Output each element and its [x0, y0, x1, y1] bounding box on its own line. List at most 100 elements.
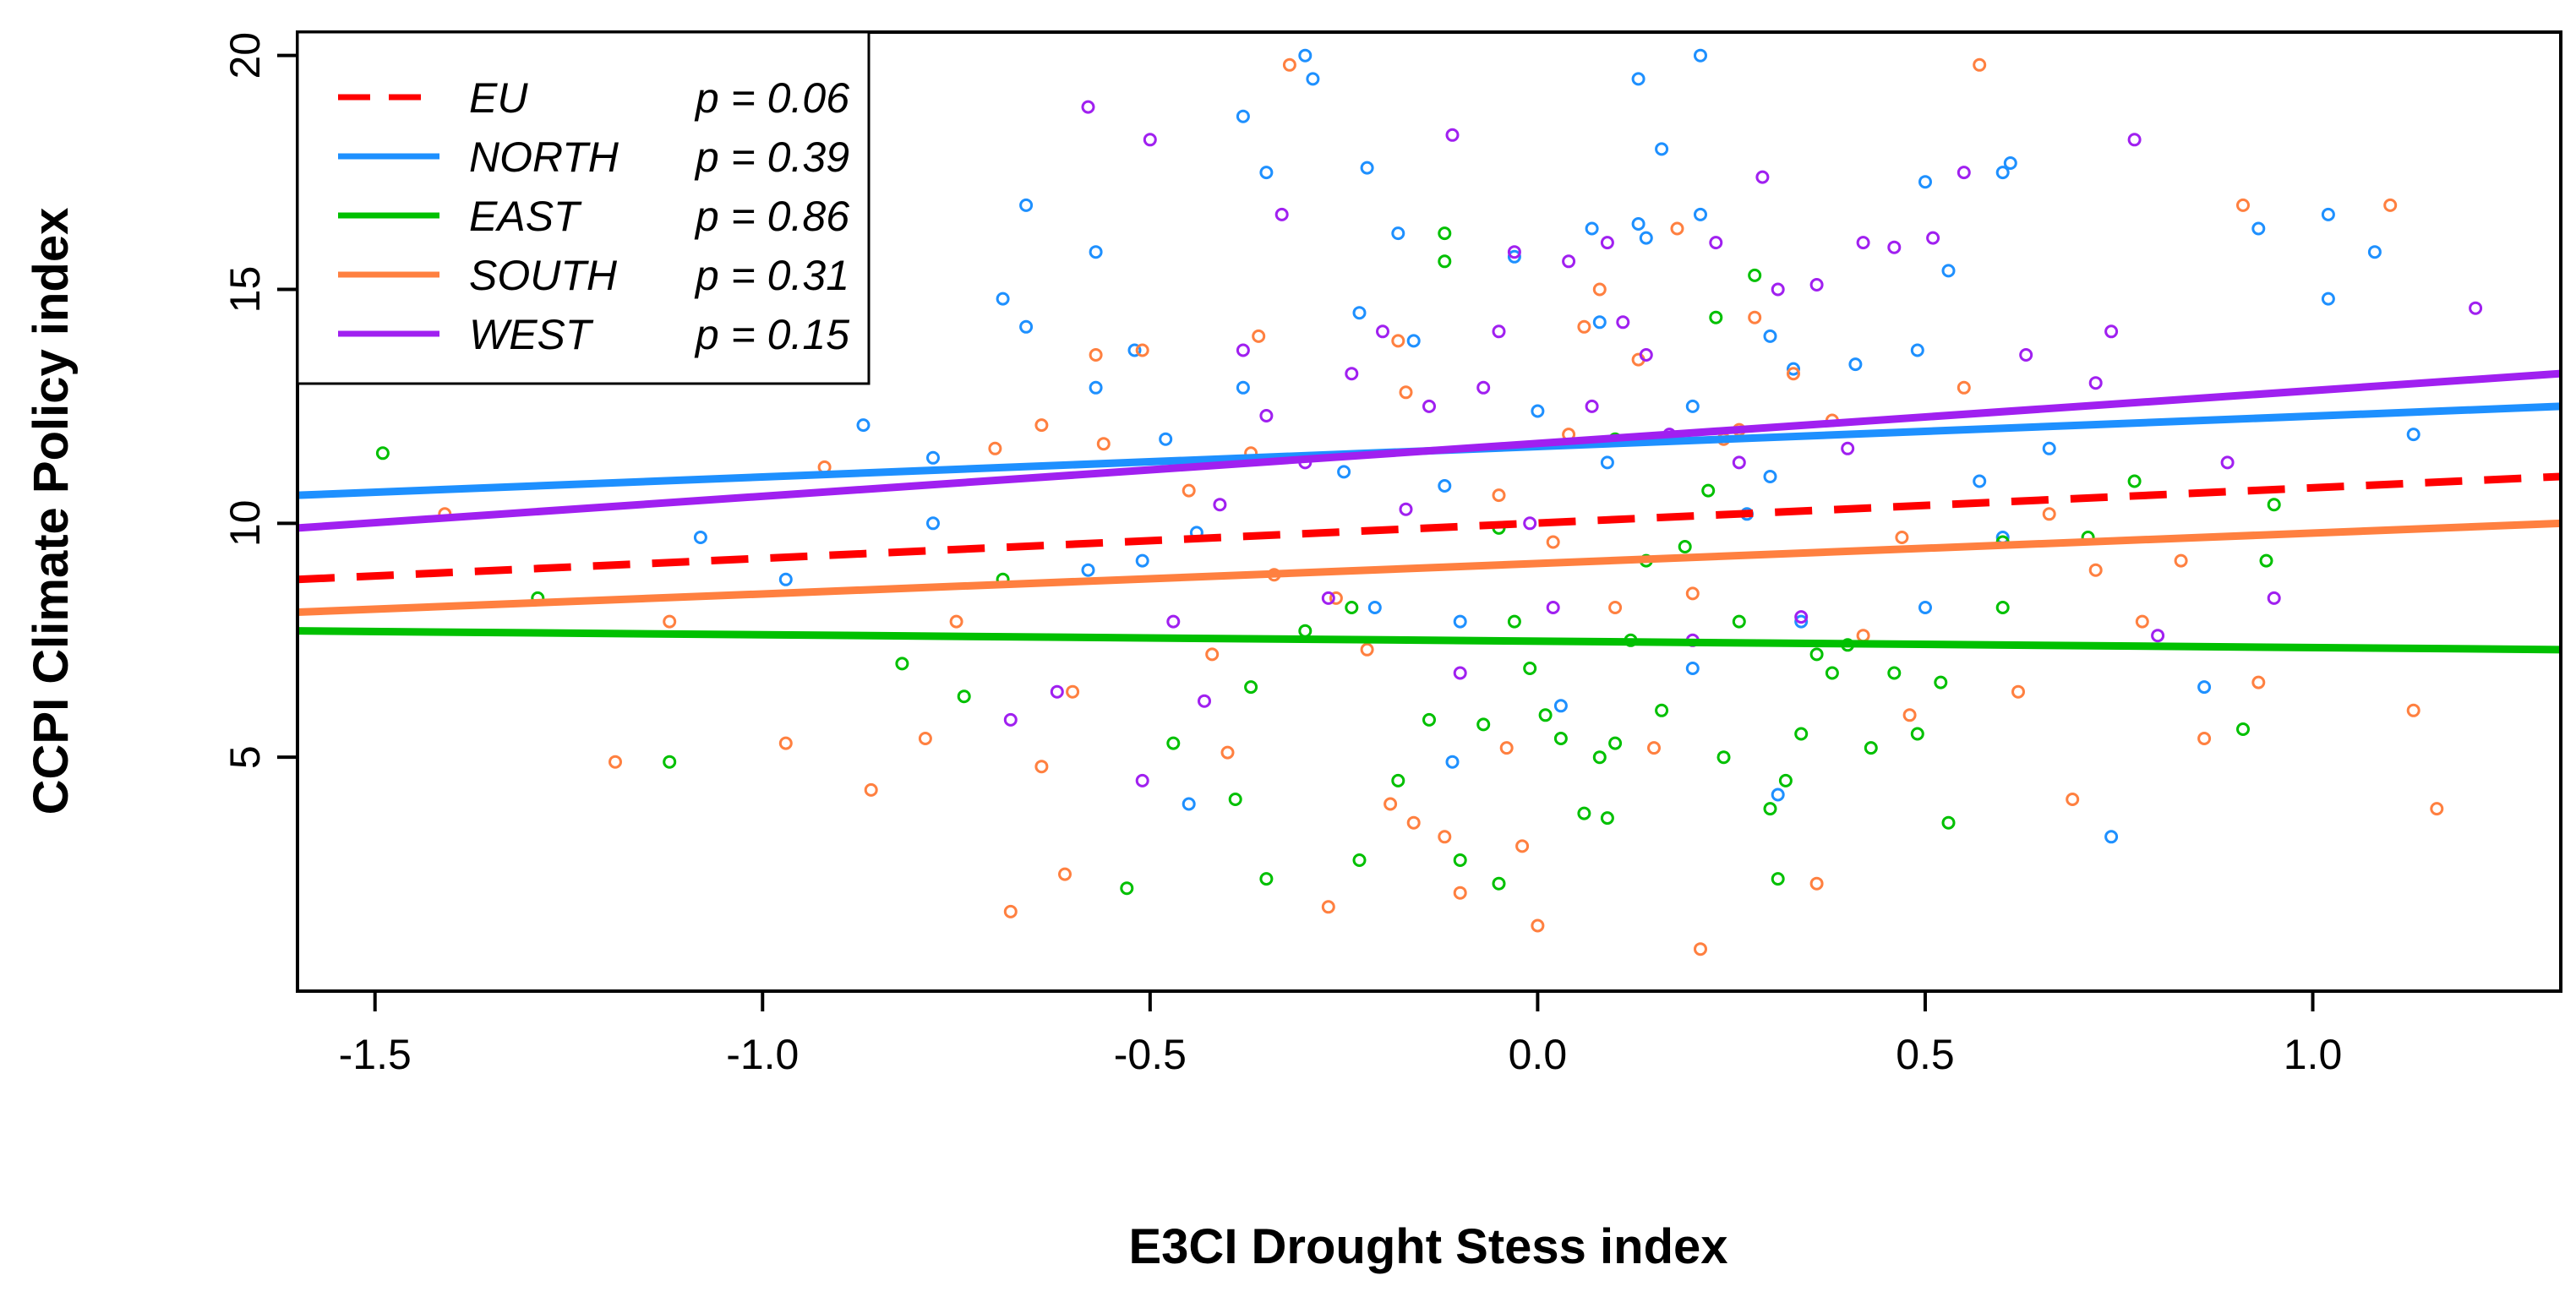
point-east — [1259, 872, 1274, 886]
point-east — [1771, 872, 1785, 886]
point-west — [1794, 610, 1809, 624]
point-north — [1089, 245, 1103, 259]
point-north — [1631, 72, 1645, 86]
point-west — [2127, 133, 2142, 147]
point-east — [895, 657, 909, 671]
point-south — [1220, 745, 1235, 760]
point-east — [1438, 254, 1452, 269]
point-south — [1531, 918, 1545, 933]
point-north — [1089, 380, 1103, 395]
point-east — [1716, 750, 1731, 765]
point-south — [1096, 437, 1111, 451]
point-west — [2019, 348, 2033, 362]
point-west — [1166, 614, 1181, 629]
point-west — [1639, 348, 1653, 362]
point-south — [2236, 198, 2250, 212]
point-south — [1809, 876, 1824, 891]
point-south — [1182, 483, 1196, 498]
point-west — [1259, 409, 1274, 422]
point-south — [2135, 614, 2149, 629]
point-east — [1592, 750, 1607, 765]
legend-label-east: EAST — [469, 193, 582, 240]
point-north — [2321, 292, 2335, 306]
point-north — [856, 418, 870, 433]
point-north — [1600, 455, 1614, 470]
point-east — [1995, 601, 2010, 614]
point-west — [2220, 455, 2235, 470]
point-west — [1887, 240, 1902, 254]
point-west — [1399, 502, 1413, 516]
point-east — [1825, 666, 1839, 680]
point-west — [1376, 324, 1389, 339]
point-west — [1198, 694, 1211, 708]
point-east — [1120, 881, 1134, 896]
point-north — [2042, 441, 2056, 455]
point-east — [1228, 793, 1242, 806]
point-east — [1778, 773, 1793, 787]
point-west — [1755, 170, 1770, 184]
point-north — [1771, 787, 1785, 802]
point-east — [375, 446, 390, 460]
point-south — [2383, 198, 2398, 212]
x-tick-label: 1.0 — [2284, 1031, 2343, 1078]
legend-box — [296, 30, 870, 385]
point-east — [1438, 226, 1452, 241]
point-east — [1166, 736, 1181, 750]
point-west — [1771, 282, 1785, 297]
point-north — [1337, 465, 1351, 479]
point-north — [1352, 306, 1367, 320]
point-north — [1259, 166, 1274, 180]
point-south — [949, 614, 963, 629]
point-west — [1841, 441, 1855, 455]
point-south — [1391, 334, 1405, 348]
point-north — [1135, 553, 1149, 568]
point-south — [2197, 732, 2212, 745]
point-north — [2406, 428, 2420, 442]
point-north — [693, 531, 707, 544]
point-south — [1670, 221, 1684, 236]
point-east — [1600, 811, 1614, 826]
point-east — [1492, 876, 1506, 891]
point-south — [1748, 310, 1762, 324]
point-south — [1608, 601, 1623, 614]
point-west — [2267, 591, 2281, 605]
point-north — [1639, 231, 1653, 245]
point-north — [1787, 362, 1800, 376]
point-west — [1050, 684, 1064, 699]
point-north — [1918, 601, 1932, 614]
point-west — [1926, 231, 1940, 245]
point-south — [1399, 385, 1413, 400]
point-north — [1159, 432, 1173, 446]
point-south — [1592, 282, 1607, 297]
point-north — [1438, 479, 1452, 493]
point-north — [1081, 563, 1095, 577]
x-tick-label: -1.0 — [726, 1031, 799, 1078]
point-west — [1422, 399, 1436, 413]
point-west — [1453, 666, 1467, 680]
point-south — [1546, 535, 1560, 549]
point-west — [2469, 301, 2483, 315]
point-north — [1507, 249, 1521, 264]
point-north — [1453, 614, 1467, 629]
point-south — [1360, 642, 1374, 657]
point-east — [1453, 853, 1467, 867]
point-south — [2011, 684, 2025, 699]
point-north — [1694, 48, 1707, 63]
point-north — [1445, 755, 1460, 769]
point-south — [1856, 629, 1870, 643]
point-north — [1763, 470, 1777, 483]
point-north — [1794, 614, 1809, 629]
point-south — [1406, 815, 1421, 830]
trend-line-west — [297, 369, 2562, 532]
point-south — [778, 736, 793, 750]
point-south — [1066, 684, 1080, 699]
point-east — [1678, 540, 1692, 553]
point-east — [1244, 680, 1258, 695]
point-south — [1058, 867, 1072, 881]
legend-label-north: NORTH — [469, 134, 619, 181]
point-north — [1406, 334, 1421, 348]
y-tick-label: 5 — [221, 745, 269, 769]
point-north — [2251, 221, 2266, 236]
point-north — [1910, 343, 1924, 357]
point-north — [1585, 221, 1599, 236]
